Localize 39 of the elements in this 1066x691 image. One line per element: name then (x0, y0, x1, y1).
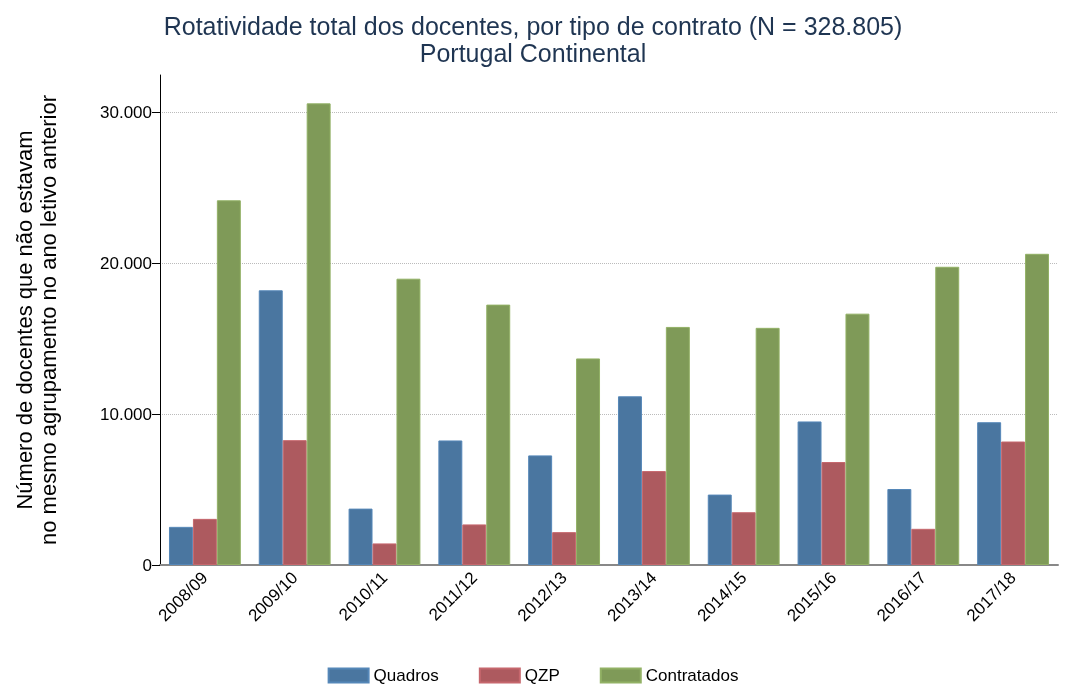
bar (438, 440, 463, 565)
bar (552, 532, 577, 565)
bar (665, 326, 690, 565)
bar (707, 494, 732, 565)
bar (731, 512, 756, 565)
bar (797, 421, 822, 565)
bar (528, 455, 553, 565)
bar (486, 304, 511, 565)
chart-title: Rotatividade total dos docentes, por tipo de contrato (N = 328.805) (163, 11, 903, 40)
bar (617, 396, 642, 565)
legend-label: Quadros (373, 666, 439, 685)
legend-label: Contratados (645, 666, 739, 685)
y-tick-label: 0 (142, 555, 152, 575)
y-axis-title: Número de docentes que não estavam no mesmo agrupamento no ano letivo anterior (11, 94, 61, 546)
bar (258, 290, 283, 565)
bar (462, 524, 487, 565)
bar (348, 508, 373, 565)
bar (977, 422, 1002, 565)
legend-label: QZP (524, 666, 560, 685)
bar (306, 103, 331, 565)
y-tick-label: 30.000 (100, 103, 152, 123)
y-tick-label: 10.000 (100, 404, 152, 424)
bar (282, 440, 307, 565)
bar (821, 462, 846, 565)
bar (168, 526, 193, 565)
bar (755, 327, 780, 565)
bar (576, 358, 601, 565)
bar (1001, 441, 1026, 565)
bar (396, 278, 421, 565)
bar (1025, 253, 1050, 565)
bar (935, 266, 960, 565)
bar (911, 528, 936, 565)
bar (845, 313, 870, 565)
y-tick-label: 20.000 (100, 253, 152, 273)
bar (216, 200, 241, 565)
bar (887, 489, 912, 565)
bar (372, 543, 397, 565)
bar (192, 518, 217, 565)
bar (641, 471, 666, 565)
